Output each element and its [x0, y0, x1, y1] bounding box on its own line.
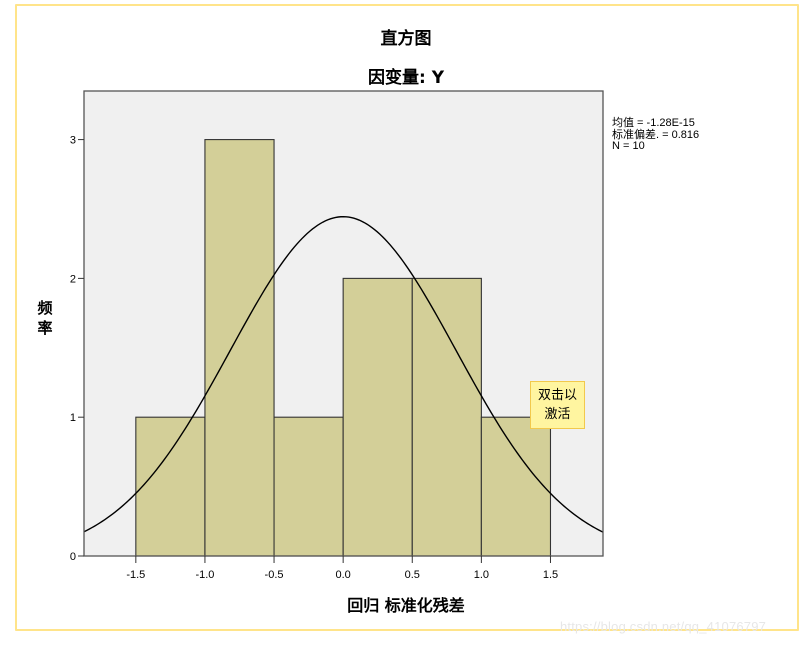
chart-title: 直方图: [380, 29, 432, 49]
stats-legend: 均值 = -1.28E-15 标准偏差. = 0.816 N = 10: [612, 117, 700, 153]
y-tick-label: 0: [70, 551, 76, 563]
chart-subtitle: 因变量: Y: [367, 68, 445, 88]
x-axis-label: 回归 标准化残差: [347, 596, 465, 615]
histogram-bar: [273, 416, 344, 557]
x-tick-label: 0.0: [336, 569, 351, 581]
stats-n: N = 10: [612, 140, 645, 152]
y-tick-label: 1: [70, 412, 76, 424]
histogram-bars: [135, 139, 552, 557]
watermark: https://blog.csdn.net/qq_41076797: [560, 619, 767, 634]
x-tick-label: -1.0: [195, 569, 214, 581]
x-tick-label: -0.5: [265, 569, 284, 581]
histogram-bar: [342, 277, 413, 557]
x-tick-label: -1.5: [126, 569, 145, 581]
histogram-bar: [135, 416, 206, 557]
histogram-bar: [480, 416, 552, 557]
x-tick-label: 0.5: [405, 569, 420, 581]
histogram-bar: [204, 139, 275, 557]
y-axis-ticks: 0 1 2 3: [70, 135, 84, 563]
tooltip-line1: 双击以: [537, 388, 577, 403]
stats-mean: 均值 = -1.28E-15: [612, 117, 695, 129]
x-tick-label: 1.5: [543, 569, 558, 581]
histogram-bar: [411, 277, 482, 557]
x-tick-label: 1.0: [474, 569, 489, 581]
stats-std: 标准偏差. = 0.816: [612, 128, 700, 141]
x-axis-ticks: -1.5 -1.0 -0.5 0.0 0.5 1.0 1.5: [126, 556, 558, 581]
tooltip-line2: 激活: [544, 407, 571, 422]
activate-tooltip[interactable]: 双击以 激活: [530, 381, 585, 429]
y-tick-label: 3: [70, 135, 76, 147]
y-tick-label: 2: [70, 273, 76, 285]
normal-curve: [83, 215, 604, 533]
chart-frame[interactable]: [15, 4, 799, 631]
y-axis-label: 频率: [37, 299, 53, 337]
